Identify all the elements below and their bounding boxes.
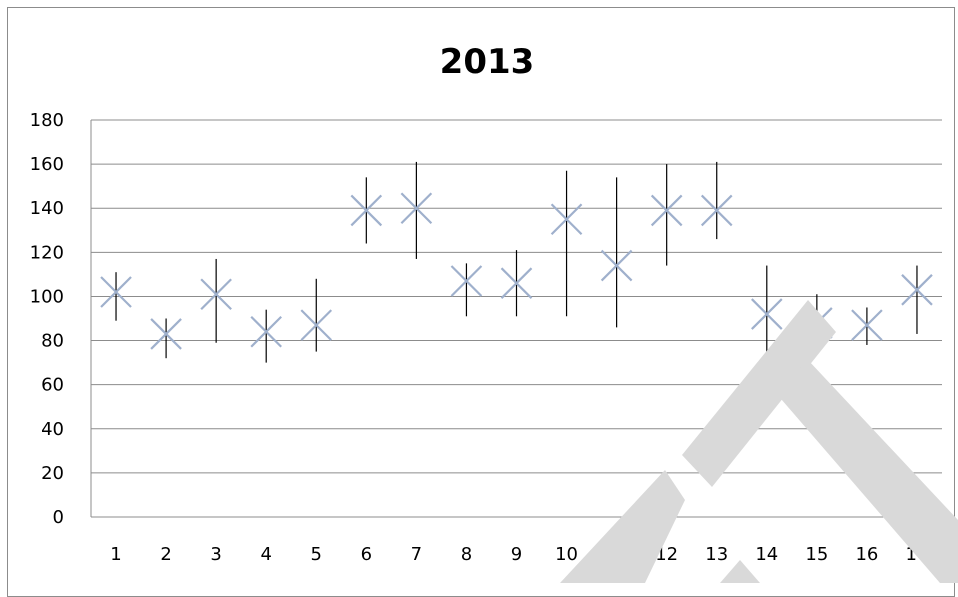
x-tick-label: 15 — [805, 544, 828, 565]
x-tick-label: 9 — [511, 544, 522, 565]
y-tick-label: 180 — [30, 110, 64, 131]
marker-stroke — [700, 194, 733, 227]
marker-stroke — [600, 249, 633, 282]
x-tick-label: 13 — [705, 544, 728, 565]
data-point-marker — [550, 203, 583, 236]
y-tick-label: 120 — [30, 242, 64, 263]
chart-frame — [7, 7, 955, 597]
data-point-marker — [200, 278, 232, 311]
x-tick-label: 2 — [160, 544, 171, 565]
marker-stroke — [650, 194, 683, 227]
y-tick-label: 100 — [30, 286, 64, 307]
data-point-marker — [751, 298, 783, 330]
marker-stroke — [200, 278, 232, 311]
x-tick-label: 5 — [311, 544, 322, 565]
y-tick-label: 0 — [53, 507, 64, 528]
watermark-graphic — [560, 300, 958, 583]
data-point-marker — [650, 194, 683, 227]
data-point-marker — [300, 309, 333, 341]
data-point-marker — [600, 249, 633, 282]
marker-stroke — [450, 265, 483, 297]
y-axis-ticks: 0 20 40 60 80 100 120 140 160 180 — [30, 110, 64, 528]
marker-stroke — [901, 274, 933, 306]
x-tick-label: 7 — [411, 544, 422, 565]
data-point-marker — [700, 194, 733, 227]
x-tick-label: 10 — [555, 544, 578, 565]
x-tick-label: 8 — [461, 544, 472, 565]
x-axis-ticks: 1234567891011121314151617 — [110, 544, 928, 565]
data-point-marker — [851, 309, 883, 341]
y-tick-label: 80 — [41, 331, 64, 352]
marker-stroke — [150, 318, 182, 350]
x-tick-label: 4 — [260, 544, 271, 565]
x-tick-label: 1 — [110, 544, 121, 565]
marker-stroke — [851, 309, 883, 341]
marker-stroke — [751, 298, 783, 330]
marker-stroke — [300, 309, 333, 341]
gridlines — [90, 119, 942, 518]
marker-stroke — [400, 192, 433, 225]
data-point-marker — [901, 274, 933, 306]
marker-stroke — [100, 276, 132, 308]
x-tick-label: 16 — [855, 544, 878, 565]
y-tick-label: 20 — [41, 463, 64, 484]
y-tick-label: 60 — [41, 375, 64, 396]
y-tick-label: 160 — [30, 154, 64, 175]
y-tick-label: 40 — [41, 419, 64, 440]
data-points — [100, 192, 933, 350]
data-point-marker — [100, 276, 132, 308]
data-point-marker — [400, 192, 433, 225]
chart-title: 2013 — [440, 42, 535, 82]
data-point-marker — [150, 318, 182, 350]
data-point-marker — [500, 267, 533, 299]
marker-stroke — [350, 194, 383, 227]
marker-stroke — [500, 267, 533, 299]
data-point-marker — [250, 315, 282, 348]
data-point-marker — [350, 194, 383, 227]
data-point-marker — [450, 265, 483, 297]
x-tick-label: 14 — [755, 544, 778, 565]
y-tick-label: 140 — [30, 198, 64, 219]
x-tick-label: 3 — [210, 544, 221, 565]
marker-stroke — [250, 315, 282, 348]
marker-stroke — [550, 203, 583, 236]
x-tick-label: 6 — [361, 544, 372, 565]
chart-area: 2013 0 20 40 60 80 100 120 140 160 180 1 2 3 4 5 6 7 8 9 1… — [30, 42, 958, 583]
